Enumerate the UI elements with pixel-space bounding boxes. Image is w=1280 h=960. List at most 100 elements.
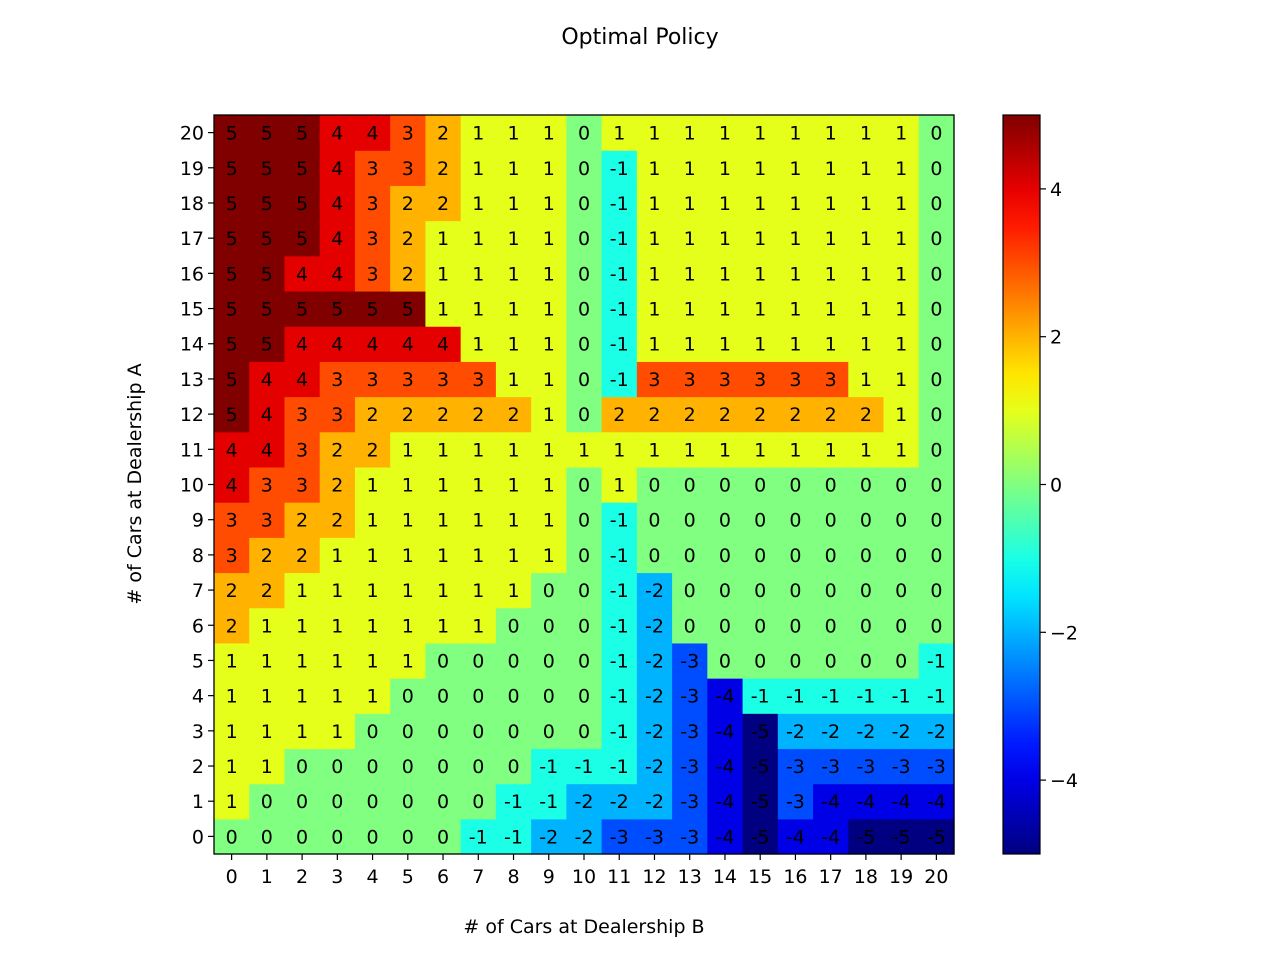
cell-value-label: 2 bbox=[331, 510, 343, 532]
heatmap-cell bbox=[425, 466, 462, 503]
heatmap-cell bbox=[284, 607, 321, 644]
heatmap-cell bbox=[777, 361, 814, 398]
heatmap-cell bbox=[601, 150, 638, 186]
heatmap-cell bbox=[672, 361, 708, 398]
heatmap-cell bbox=[636, 431, 673, 468]
heatmap-cell bbox=[813, 220, 849, 257]
cell-value-label: -1 bbox=[610, 545, 629, 567]
heatmap-cell bbox=[390, 818, 427, 855]
heatmap-cell bbox=[284, 431, 321, 468]
heatmap-cell bbox=[918, 326, 955, 362]
heatmap-cell bbox=[390, 642, 427, 679]
cell-value-label: 0 bbox=[261, 826, 273, 848]
cell-value-label: -4 bbox=[715, 791, 734, 813]
cell-value-label: 1 bbox=[789, 334, 801, 356]
cell-value-label: -3 bbox=[610, 826, 629, 848]
cell-value-label: 1 bbox=[261, 686, 273, 708]
cell-value-label: -1 bbox=[927, 650, 946, 672]
cell-value-label: 1 bbox=[507, 158, 519, 180]
heatmap-cell bbox=[742, 713, 779, 750]
heatmap-cell bbox=[848, 361, 885, 398]
cell-value-label: 0 bbox=[860, 615, 872, 637]
heatmap-cell bbox=[918, 572, 955, 609]
heatmap-cell bbox=[531, 115, 567, 151]
cell-value-label: 3 bbox=[261, 475, 273, 497]
heatmap-cell bbox=[319, 150, 356, 186]
cell-value-label: -4 bbox=[715, 826, 734, 848]
cell-value-label: 1 bbox=[754, 193, 766, 215]
heatmap-cell bbox=[566, 326, 603, 362]
heatmap-cell bbox=[425, 818, 462, 855]
cell-value-label: 5 bbox=[331, 299, 343, 321]
heatmap-cell bbox=[848, 255, 885, 292]
cell-value-label: 3 bbox=[472, 369, 484, 391]
cell-value-label: -4 bbox=[715, 756, 734, 778]
cell-value-label: -2 bbox=[856, 721, 875, 743]
heatmap-cell bbox=[460, 290, 497, 327]
cell-value-label: 1 bbox=[825, 439, 837, 461]
heatmap-cell bbox=[848, 290, 885, 327]
heatmap-cell bbox=[390, 290, 427, 327]
cell-value-label: 0 bbox=[895, 615, 907, 637]
heatmap-cell bbox=[319, 185, 356, 222]
cell-value-label: -1 bbox=[539, 791, 558, 813]
heatmap-cell bbox=[636, 607, 673, 644]
heatmap-cell bbox=[813, 361, 849, 398]
cell-value-label: 0 bbox=[789, 475, 801, 497]
heatmap-cell bbox=[601, 466, 638, 503]
heatmap-cell bbox=[214, 220, 250, 257]
heatmap-cell bbox=[460, 326, 497, 362]
heatmap-cell bbox=[672, 572, 708, 609]
cell-value-label: 1 bbox=[895, 228, 907, 250]
cell-value-label: 1 bbox=[261, 756, 273, 778]
cell-value-label: 2 bbox=[331, 439, 343, 461]
heatmap-cell bbox=[742, 748, 779, 785]
cell-value-label: 1 bbox=[437, 228, 449, 250]
heatmap-cell bbox=[848, 572, 885, 609]
cell-value-label: 0 bbox=[930, 545, 942, 567]
cell-value-label: 4 bbox=[261, 404, 273, 426]
heatmap-cell bbox=[636, 466, 673, 503]
heatmap-cell bbox=[707, 537, 744, 574]
colorbar-tick-label: −4 bbox=[1050, 770, 1078, 792]
cell-value-label: 2 bbox=[825, 404, 837, 426]
cell-value-label: 1 bbox=[402, 545, 414, 567]
cell-value-label: -4 bbox=[892, 791, 911, 813]
cell-value-label: 0 bbox=[930, 158, 942, 180]
cell-value-label: 2 bbox=[648, 404, 660, 426]
heatmap-cell bbox=[918, 220, 955, 257]
heatmap-cell bbox=[214, 290, 250, 327]
y-tick-label: 15 bbox=[180, 299, 204, 321]
heatmap-cell bbox=[495, 818, 532, 855]
cell-value-label: -1 bbox=[610, 299, 629, 321]
heatmap-cell bbox=[848, 783, 885, 820]
cell-value-label: 1 bbox=[507, 580, 519, 602]
heatmap-cell bbox=[249, 396, 286, 433]
cell-value-label: 0 bbox=[472, 756, 484, 778]
cell-value-label: 1 bbox=[789, 263, 801, 285]
heatmap-cell bbox=[707, 572, 744, 609]
cell-value-label: 1 bbox=[895, 123, 907, 145]
heatmap-cell bbox=[918, 115, 955, 151]
cell-value-label: 0 bbox=[930, 475, 942, 497]
heatmap-cell bbox=[777, 818, 814, 855]
heatmap-cell bbox=[531, 713, 567, 750]
cell-value-label: 1 bbox=[507, 299, 519, 321]
cell-value-label: 3 bbox=[296, 404, 308, 426]
cell-value-label: 5 bbox=[261, 158, 273, 180]
cell-value-label: 1 bbox=[507, 475, 519, 497]
x-tick-label: 20 bbox=[924, 866, 948, 888]
heatmap-cell bbox=[848, 713, 885, 750]
cell-value-label: 0 bbox=[367, 721, 379, 743]
y-axis-label: # of Cars at Dealership A bbox=[124, 363, 146, 604]
cell-value-label: -2 bbox=[645, 721, 664, 743]
heatmap-cell bbox=[918, 185, 955, 222]
heatmap-cell bbox=[848, 220, 885, 257]
cell-value-label: 0 bbox=[331, 826, 343, 848]
heatmap-cell bbox=[813, 115, 849, 151]
heatmap-cell bbox=[707, 220, 744, 257]
heatmap-cell bbox=[601, 642, 638, 679]
heatmap-cell bbox=[566, 572, 603, 609]
heatmap-cell bbox=[566, 290, 603, 327]
heatmap-cell bbox=[813, 255, 849, 292]
